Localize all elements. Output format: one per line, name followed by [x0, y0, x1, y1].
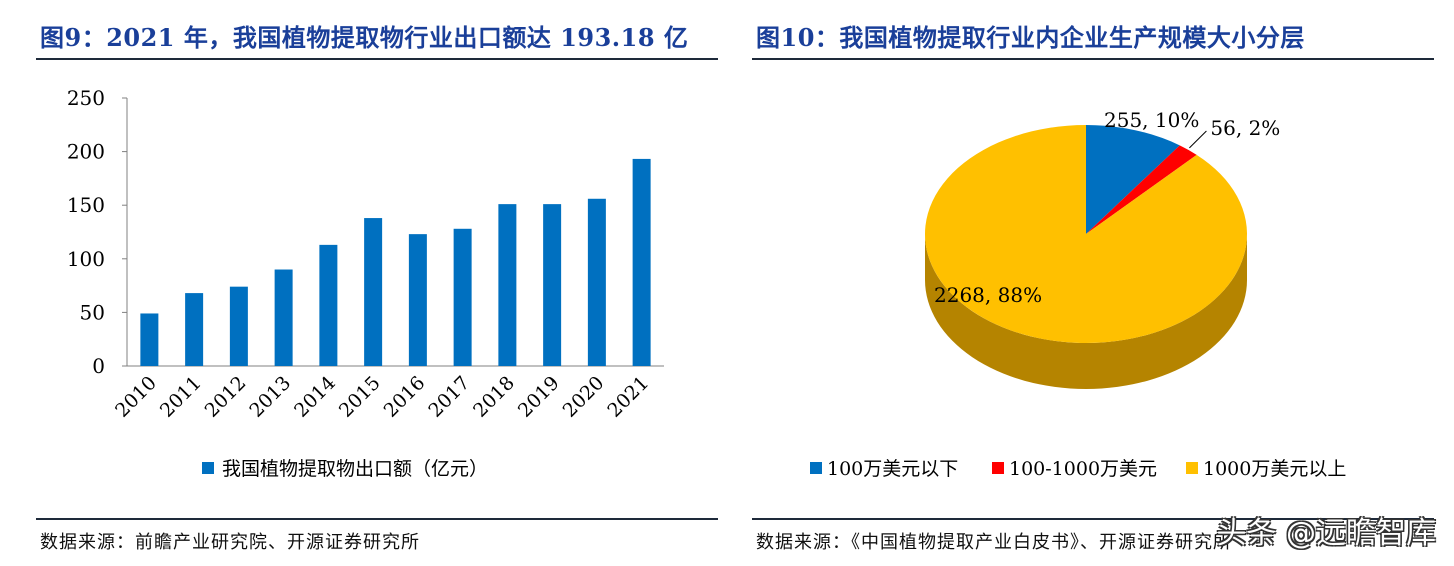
legend-swatch [1186, 462, 1198, 474]
y-tick-label: 50 [80, 300, 105, 324]
pie-slice-100万美元以下 [1086, 125, 1180, 234]
x-tick-label: 2018 [469, 372, 519, 422]
figure-9-bottom-rule [36, 518, 718, 520]
y-tick-label: 100 [67, 247, 105, 271]
legend-label: 100-1000万美元 [1009, 458, 1157, 480]
y-tick-label: 200 [67, 140, 105, 164]
x-tick-label: 2014 [290, 372, 340, 422]
pie-slice-100-1000万美元 [1086, 145, 1197, 234]
bar-2013 [274, 269, 293, 366]
legend-swatch [810, 462, 822, 474]
figure-10-bottom-rule [752, 518, 1434, 520]
pie-data-label: 255, 10% [1104, 108, 1199, 132]
x-tick-label: 2021 [603, 372, 653, 422]
pie-chart: 255, 10% 56, 2% 2268, 88% 100万美元以下 100-1000万… [810, 108, 1346, 480]
right-figure-panel: 图10：我国植物提取行业内企业生产规模大小分层 255, 10% 56, 2% 22… [752, 0, 1434, 566]
x-tick-label: 2011 [156, 372, 206, 422]
left-figure-panel: 图9：2021 年，我国植物提取物行业出口额达 193.18 亿 0 50 100 1… [36, 0, 718, 566]
pie-data-label: 56, 2% [1210, 116, 1280, 140]
figure-9-title: 图9：2021 年，我国植物提取物行业出口额达 193.18 亿 [40, 23, 689, 52]
legend-swatch [202, 462, 214, 474]
figure-9-title-rule [36, 58, 718, 60]
legend-label: 100万美元以下 [827, 458, 958, 480]
x-tick-label: 2020 [559, 372, 609, 422]
bar-2021 [632, 158, 651, 366]
bar-2020 [587, 198, 606, 366]
pie-legend: 100万美元以下 100-1000万美元 1000万美元以上 [810, 458, 1346, 480]
figure-10-title: 图10：我国植物提取行业内企业生产规模大小分层 [756, 23, 1305, 52]
bar-2012 [229, 286, 248, 366]
bar-2010 [140, 313, 159, 366]
x-tick-label: 2013 [245, 372, 295, 422]
y-tick-label: 250 [67, 86, 105, 110]
legend-label: 我国植物提取物出口额（亿元） [222, 458, 488, 480]
bar-2017 [453, 228, 472, 366]
x-tick-label: 2019 [514, 372, 564, 422]
x-tick-label: 2012 [201, 372, 251, 422]
figure-10-source: 数据来源：《中国植物提取产业白皮书》、开源证券研究所 [756, 532, 1232, 553]
bar-2016 [408, 234, 427, 366]
y-tick-label: 150 [67, 193, 105, 217]
pie-data-label: 2268, 88% [934, 283, 1042, 307]
pie-side-walls [925, 234, 1247, 389]
bar-legend: 我国植物提取物出口额（亿元） [202, 458, 488, 480]
y-tick-label: 0 [92, 354, 105, 378]
x-tick-label: 2015 [335, 372, 385, 422]
pie-slice-1000万美元以上 [925, 125, 1247, 344]
x-tick-label: 2010 [111, 372, 161, 422]
watermark: 头条 @远瞻智库 [1216, 516, 1436, 551]
pie-side-1000万美元以上 [925, 234, 1247, 389]
bar-2011 [185, 293, 204, 366]
bar-chart: 0501001502002502010201120122013201420152… [67, 86, 664, 480]
bar-2018 [498, 204, 517, 366]
bar-2014 [319, 244, 338, 366]
legend-swatch [992, 462, 1004, 474]
figure-10-title-rule [752, 58, 1434, 60]
pie-leader-line [1189, 130, 1207, 149]
figure-9-source: 数据来源：前瞻产业研究院、开源证券研究所 [40, 532, 420, 553]
bar-2019 [543, 204, 562, 366]
legend-label: 1000万美元以上 [1203, 458, 1346, 480]
bar-2015 [364, 218, 383, 366]
x-tick-label: 2016 [380, 372, 430, 422]
x-tick-label: 2017 [424, 372, 474, 422]
